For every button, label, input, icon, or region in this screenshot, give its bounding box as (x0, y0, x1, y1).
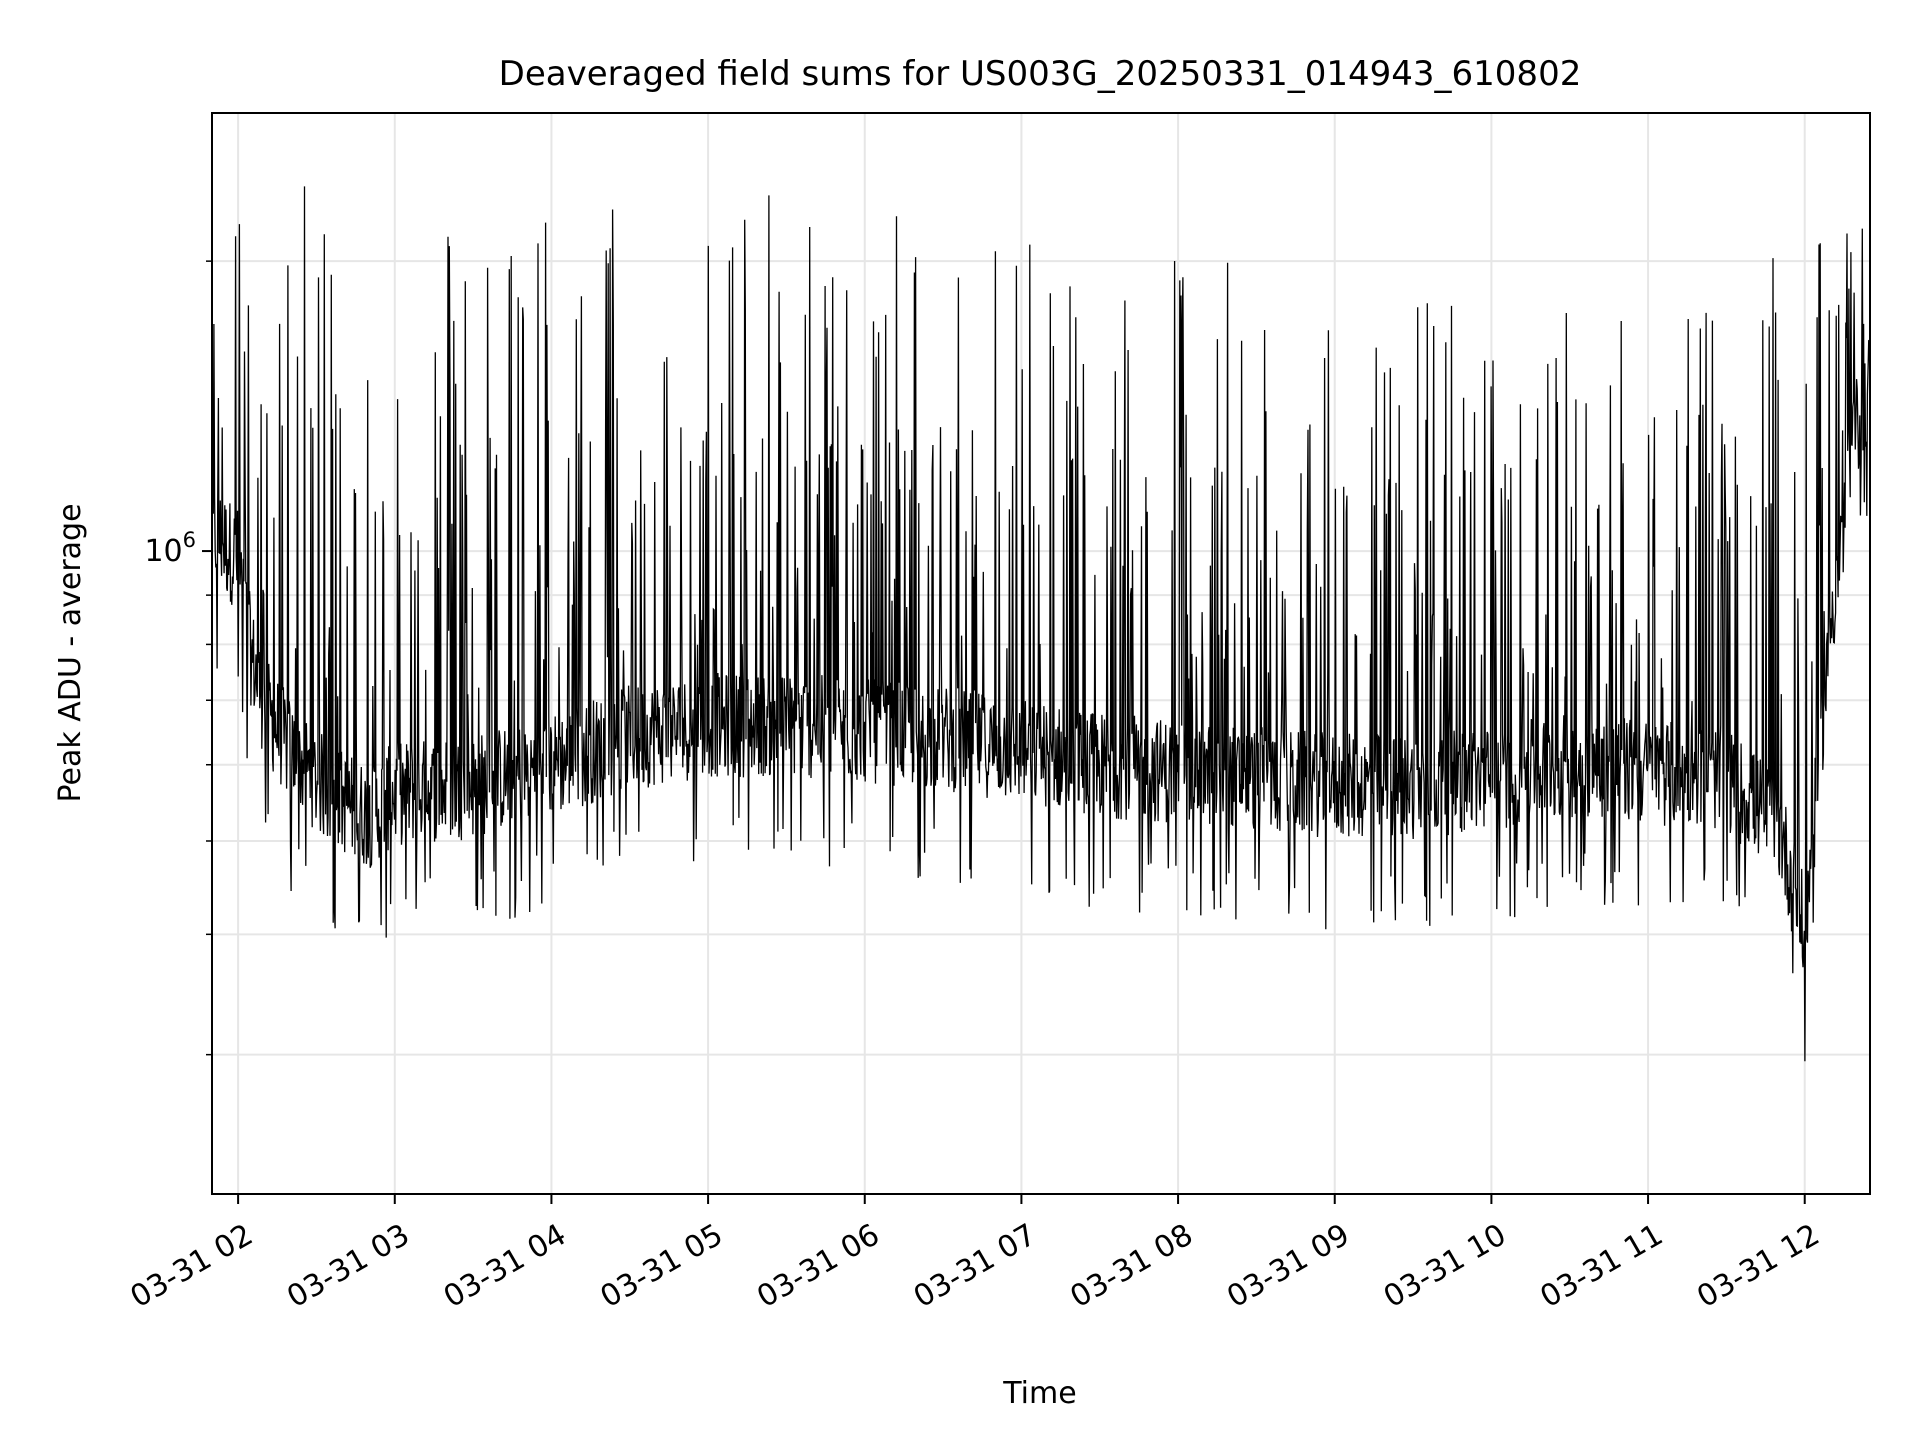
y-axis-label: Peak ADU - average (53, 503, 88, 802)
series-line (211, 186, 1871, 1062)
y-axis: 106 (144, 260, 212, 1056)
plot-frame (211, 112, 1871, 1195)
y-tick-label: 106 (144, 528, 196, 569)
chart-title: Deaveraged field sums for US003G_2025033… (499, 54, 1582, 94)
x-axis-label: Time (1002, 1376, 1076, 1411)
line-series (211, 186, 1871, 1062)
